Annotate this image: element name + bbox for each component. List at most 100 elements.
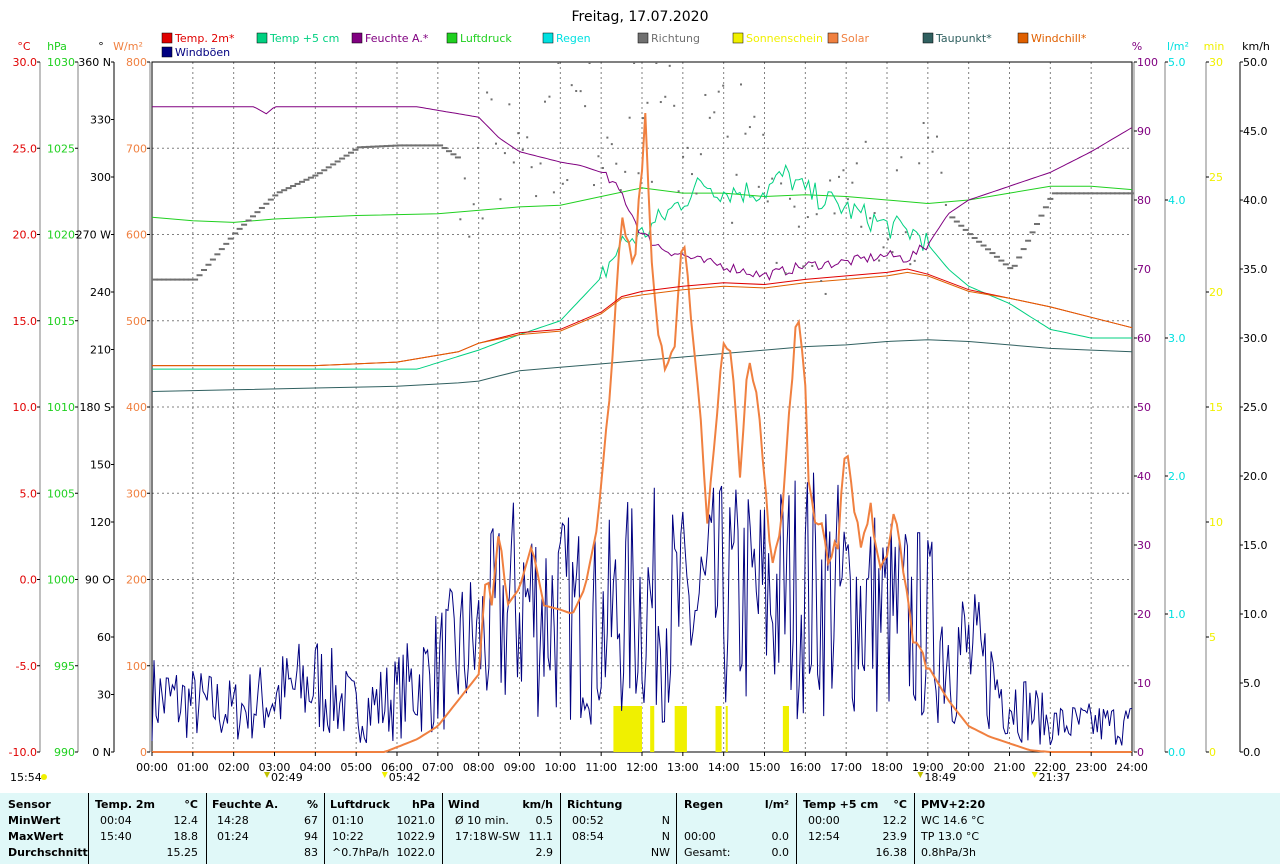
direction-mark	[183, 278, 190, 281]
axis-tick-label-solar: 400	[126, 401, 147, 414]
direction-mark	[218, 248, 225, 251]
table-rain-value: 0.0	[771, 846, 790, 859]
direction-mark	[757, 185, 760, 188]
axis-tick-label-temp: 20.0	[13, 229, 38, 242]
table-header-temp2m-unit: °C	[184, 798, 198, 811]
direction-mark	[1109, 192, 1116, 195]
axis-tick-label-humidity: 70	[1137, 263, 1151, 276]
axis-unit-solar: W/m²	[113, 40, 143, 53]
axis-tick-label-sunshine: 20	[1209, 286, 1223, 299]
legend-swatch	[351, 32, 363, 44]
table-wind-label: 17:18	[455, 830, 487, 843]
legend: Temp. 2m* Temp +5 cm Feuchte A.* Luftdruck R…	[161, 32, 1087, 59]
direction-mark	[258, 206, 265, 209]
sunshine-bar	[650, 706, 655, 752]
x-tick-label: 03:00	[259, 761, 291, 774]
direction-mark	[410, 144, 417, 147]
direction-mark	[909, 263, 912, 266]
direction-mark	[312, 174, 319, 177]
x-tick-label: 13:00	[667, 761, 699, 774]
direction-mark	[566, 179, 569, 182]
weather-chart: Freitag, 17.07.2020 Temp. 2m* Temp +5 cm F…	[9, 9, 1270, 784]
legend-swatch	[161, 32, 173, 44]
direction-mark	[285, 187, 292, 190]
legend-swatch	[161, 46, 173, 58]
legend-swatch	[542, 32, 554, 44]
direction-mark	[503, 152, 506, 155]
direction-mark	[379, 145, 386, 148]
direction-mark	[209, 258, 216, 261]
axis-tick-label-humidity: 100	[1137, 56, 1158, 69]
direction-mark	[1118, 192, 1125, 195]
legend-label: Temp +5 cm	[269, 32, 339, 45]
direction-mark	[931, 150, 934, 153]
table-header-rain: Regen	[684, 798, 724, 811]
direction-mark	[699, 153, 702, 156]
direction-mark	[495, 142, 497, 145]
direction-mark	[918, 162, 921, 165]
legend-label: Windböen	[175, 46, 230, 59]
axis-tick-label-rain: 4.0	[1168, 194, 1186, 207]
direction-mark	[1114, 192, 1121, 195]
direction-mark	[762, 133, 765, 136]
axis-tick-label-direction: 210	[90, 344, 111, 357]
sunshine-bar	[674, 706, 687, 752]
direction-mark	[241, 223, 248, 226]
axis-tick-label-direction: 240	[90, 286, 111, 299]
direction-mark	[873, 212, 876, 215]
direction-mark	[423, 144, 430, 147]
axis-tick-label-wind: 50.0	[1243, 56, 1268, 69]
direction-mark	[855, 162, 858, 165]
direction-mark	[1042, 206, 1049, 209]
axis-tick-label-temp: 15.0	[13, 315, 38, 328]
direction-mark	[584, 105, 587, 108]
axis-tick-label-direction: 180 S	[80, 401, 111, 414]
legend-swatch	[922, 32, 934, 44]
direction-mark	[869, 217, 872, 220]
table-separator	[442, 793, 443, 864]
direction-mark	[895, 169, 898, 172]
table-header-temp5cm: Temp +5 cm	[803, 798, 879, 811]
direction-mark	[686, 146, 689, 149]
x-tick-label: 11:00	[585, 761, 617, 774]
axis-tick-label-wind: 0.0	[1243, 746, 1261, 759]
x-tick-label: 20:00	[953, 761, 985, 774]
direction-mark	[1078, 192, 1085, 195]
table-pmv-value: 0.8hPa/3h	[921, 846, 977, 859]
direction-mark	[307, 176, 314, 179]
axis-tick-label-wind: 30.0	[1243, 332, 1268, 345]
table-pressure-value: 1022.0	[396, 846, 436, 859]
table-wind-direction: W-SW	[487, 830, 520, 843]
direction-mark	[459, 218, 462, 221]
table-temp5cm-value: 23.9	[882, 830, 908, 843]
x-tick-label: 14:00	[708, 761, 740, 774]
table-pressure-value: 1022.9	[396, 830, 436, 843]
axis-tick-label-solar: 100	[126, 660, 147, 673]
direction-mark	[846, 198, 849, 201]
direction-mark	[187, 278, 194, 281]
x-tick-label: 08:00	[463, 761, 495, 774]
direction-mark	[722, 84, 725, 87]
direction-mark	[731, 221, 734, 224]
axis-units: °C hPa ° W/m²% l/m² min km/h	[17, 40, 1270, 53]
direction-mark	[811, 264, 814, 267]
table-header-sensor: Sensor	[8, 798, 51, 811]
direction-mark	[615, 162, 618, 165]
axis-tick-label-direction: 270 W	[76, 229, 111, 242]
direction-mark	[601, 167, 604, 170]
axes: 30.025.020.015.010.05.00.0-5.0-10.010301…	[9, 56, 1268, 759]
table-rain-time: Gesamt:	[684, 846, 731, 859]
table-temp5cm-value: 12.2	[882, 814, 908, 827]
axis-tick-label-pressure: 1030	[47, 56, 75, 69]
direction-mark	[512, 161, 515, 164]
direction-mark	[1025, 239, 1032, 242]
axis-tick-label-wind: 25.0	[1243, 401, 1268, 414]
direction-mark	[771, 177, 774, 180]
axis-tick-label-temp: 5.0	[20, 487, 38, 500]
axis-tick-label-direction: 300	[90, 171, 111, 184]
direction-mark	[196, 274, 203, 277]
direction-mark	[294, 182, 301, 185]
direction-mark	[851, 181, 854, 184]
direction-mark	[388, 144, 395, 147]
table-humidity-value: 67	[304, 814, 318, 827]
